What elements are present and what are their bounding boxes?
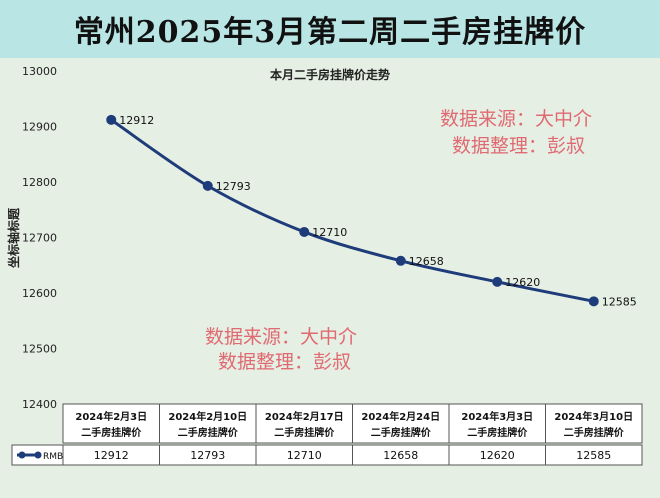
table-value-cell <box>545 444 643 466</box>
table-value: 12620 <box>480 449 515 462</box>
category-label: 2024年3月3日 <box>461 410 533 423</box>
table-header-cell <box>448 403 546 444</box>
category-label: 二手房挂牌价 <box>81 426 142 439</box>
table-header-cell <box>159 403 257 444</box>
table-value: 12912 <box>94 449 129 462</box>
data-label: 12585 <box>602 295 637 308</box>
category-label: 2024年3月10日 <box>554 410 633 423</box>
watermark-source-top: 数据来源：大中介 <box>440 108 592 130</box>
data-label: 12912 <box>119 114 154 127</box>
category-label: 2024年2月10日 <box>168 410 247 423</box>
data-label: 12658 <box>409 255 444 268</box>
table-value: 12710 <box>287 449 322 462</box>
y-tick-label: 12600 <box>22 287 57 300</box>
y-tick-label: 12400 <box>22 398 57 411</box>
data-point <box>588 296 599 307</box>
category-label: 二手房挂牌价 <box>371 426 432 439</box>
series-line-rmb <box>110 118 595 303</box>
category-label: 二手房挂牌价 <box>564 426 625 439</box>
data-point <box>395 255 406 266</box>
watermark-source-bottom: 数据来源：大中介 <box>205 326 357 348</box>
watermark-editor-top: 数据整理：彭叔 <box>452 135 585 157</box>
watermark-editor-bottom: 数据整理：彭叔 <box>218 351 351 373</box>
data-point <box>299 226 310 237</box>
category-label: 二手房挂牌价 <box>467 426 528 439</box>
table-header-cell <box>255 403 353 444</box>
y-tick-label: 12900 <box>22 121 57 134</box>
data-point <box>202 180 213 191</box>
y-tick-label: 12800 <box>22 176 57 189</box>
chart-title: 本月二手房挂牌价走势 <box>270 67 390 82</box>
table-value: 12585 <box>576 449 611 462</box>
table-value: 12793 <box>190 449 225 462</box>
title-banner: 常州2025年3月第二周二手房挂牌价 <box>0 0 660 58</box>
legend-marker <box>18 451 26 459</box>
table-header-cell <box>352 403 450 444</box>
category-label: 二手房挂牌价 <box>274 426 335 439</box>
table-header-cell <box>545 403 643 444</box>
y-tick-label: 12500 <box>22 343 57 356</box>
category-label: 2024年2月3日 <box>75 410 147 423</box>
data-label: 12710 <box>312 226 347 239</box>
category-label: 2024年2月24日 <box>361 410 440 423</box>
y-tick-label: 12700 <box>22 232 57 245</box>
legend-marker <box>34 451 42 459</box>
data-point <box>106 114 117 125</box>
y-axis-title: 坐标轴标题 <box>6 207 21 268</box>
data-label: 12620 <box>505 276 540 289</box>
page-title: 常州2025年3月第二周二手房挂牌价 <box>73 15 587 50</box>
data-point <box>492 276 503 287</box>
y-tick-label: 13000 <box>22 65 57 78</box>
category-label: 2024年2月17日 <box>265 410 344 423</box>
category-label: 二手房挂牌价 <box>178 426 239 439</box>
legend-label: RMB <box>43 452 63 462</box>
data-label: 12793 <box>216 180 251 193</box>
table-value: 12658 <box>383 449 418 462</box>
